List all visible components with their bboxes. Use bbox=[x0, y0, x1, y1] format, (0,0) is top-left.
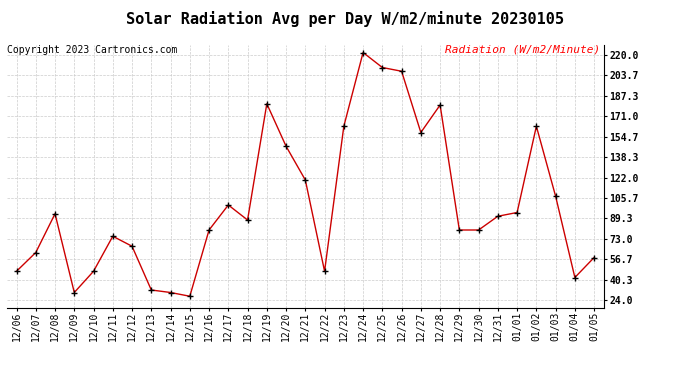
Text: Copyright 2023 Cartronics.com: Copyright 2023 Cartronics.com bbox=[7, 45, 177, 55]
Text: Radiation (W/m2/Minute): Radiation (W/m2/Minute) bbox=[445, 45, 600, 55]
Text: Solar Radiation Avg per Day W/m2/minute 20230105: Solar Radiation Avg per Day W/m2/minute … bbox=[126, 11, 564, 27]
